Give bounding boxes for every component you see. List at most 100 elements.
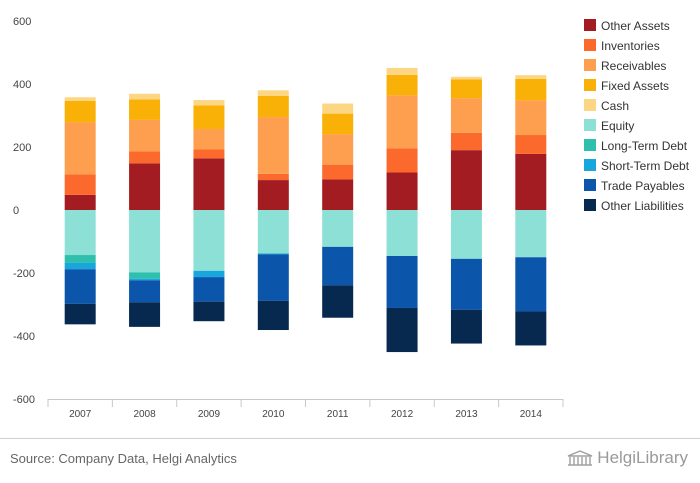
bar-segment-other-liabilities-2011[interactable]	[322, 285, 354, 318]
bar-segment-fixed-assets-2009[interactable]	[193, 105, 225, 130]
legend-label: Other Liabilities	[601, 199, 684, 213]
bar-segment-short-term-debt-2008[interactable]	[129, 278, 161, 281]
bar-segment-other-liabilities-2013[interactable]	[450, 309, 482, 344]
bar-segment-cash-2013[interactable]	[450, 76, 482, 80]
bar-segment-receivables-2013[interactable]	[450, 98, 482, 133]
bar-segment-inventories-2013[interactable]	[450, 132, 482, 151]
bar-segment-receivables-2010[interactable]	[257, 117, 289, 174]
legend-swatch	[584, 139, 596, 151]
bar-segment-other-assets-2008[interactable]	[129, 163, 161, 210]
bar-segment-other-assets-2014[interactable]	[515, 153, 547, 210]
bar-segment-trade-payables-2012[interactable]	[386, 255, 418, 308]
legend-swatch	[584, 119, 596, 131]
bar-segment-trade-payables-2009[interactable]	[193, 277, 225, 302]
legend-swatch	[584, 159, 596, 171]
legend-item-receivables[interactable]: Receivables	[584, 59, 666, 73]
y-tick-label: 0	[13, 205, 19, 217]
legend-item-fixed-assets[interactable]: Fixed Assets	[584, 79, 669, 93]
legend-item-other-liabilities[interactable]: Other Liabilities	[584, 199, 684, 213]
bar-segment-receivables-2012[interactable]	[386, 95, 418, 149]
bar-segment-fixed-assets-2012[interactable]	[386, 74, 418, 96]
bar-segment-other-assets-2007[interactable]	[64, 194, 96, 210]
legend-label: Cash	[601, 99, 629, 113]
bar-segment-other-liabilities-2007[interactable]	[64, 303, 96, 325]
legend-label: Other Assets	[601, 19, 670, 33]
bar-segment-equity-2009[interactable]	[193, 210, 225, 271]
bar-segment-trade-payables-2010[interactable]	[257, 254, 289, 301]
legend-swatch	[584, 199, 596, 211]
bar-segment-cash-2012[interactable]	[386, 67, 418, 75]
y-tick-label: 600	[13, 16, 31, 28]
bar-segment-receivables-2011[interactable]	[322, 134, 354, 165]
brand-logo[interactable]: HelgiLibrary	[567, 448, 688, 468]
bar-segment-equity-2008[interactable]	[129, 210, 161, 273]
bar-segment-cash-2007[interactable]	[64, 97, 96, 102]
bar-segment-inventories-2007[interactable]	[64, 174, 96, 195]
bar-segment-long-term-debt-2008[interactable]	[129, 272, 161, 279]
bar-segment-fixed-assets-2014[interactable]	[515, 78, 547, 101]
bar-segment-inventories-2010[interactable]	[257, 173, 289, 181]
bar-segment-receivables-2008[interactable]	[129, 119, 161, 152]
legend-item-other-assets[interactable]: Other Assets	[584, 19, 670, 33]
bar-segment-equity-2011[interactable]	[322, 210, 354, 247]
legend-item-trade-payables[interactable]: Trade Payables	[584, 179, 685, 193]
bar-segment-fixed-assets-2007[interactable]	[64, 101, 96, 123]
bar-segment-equity-2007[interactable]	[64, 210, 96, 256]
bar-segment-long-term-debt-2007[interactable]	[64, 255, 96, 263]
bar-segment-receivables-2009[interactable]	[193, 129, 225, 150]
bar-segment-fixed-assets-2013[interactable]	[450, 79, 482, 99]
y-tick-label: -600	[13, 394, 35, 406]
bar-segment-other-liabilities-2009[interactable]	[193, 301, 225, 322]
bar-segment-trade-payables-2013[interactable]	[450, 258, 482, 310]
bar-segment-inventories-2011[interactable]	[322, 164, 354, 180]
x-tick-label: 2009	[198, 409, 221, 420]
legend-item-short-term-debt[interactable]: Short-Term Debt	[584, 159, 690, 173]
bar-segment-other-liabilities-2012[interactable]	[386, 307, 418, 353]
bar-segment-cash-2011[interactable]	[322, 103, 354, 114]
bar-segment-cash-2009[interactable]	[193, 100, 225, 106]
bar-segment-other-assets-2013[interactable]	[450, 150, 482, 210]
bar-segment-trade-payables-2007[interactable]	[64, 269, 96, 304]
bar-segment-equity-2012[interactable]	[386, 210, 418, 256]
bar-segment-equity-2014[interactable]	[515, 210, 547, 258]
bar-segment-other-assets-2012[interactable]	[386, 172, 418, 210]
legend-swatch	[584, 179, 596, 191]
bar-segment-short-term-debt-2010[interactable]	[257, 253, 289, 255]
bar-segment-cash-2010[interactable]	[257, 90, 289, 96]
bar-segment-trade-payables-2014[interactable]	[515, 257, 547, 312]
bar-segment-receivables-2007[interactable]	[64, 122, 96, 175]
legend-swatch	[584, 59, 596, 71]
legend: Other Assets Inventories Receivables Fixed …	[584, 19, 690, 213]
bar-segment-fixed-assets-2010[interactable]	[257, 95, 289, 118]
bar-segment-inventories-2014[interactable]	[515, 135, 547, 154]
bar-segment-cash-2008[interactable]	[129, 93, 161, 100]
legend-item-equity[interactable]: Equity	[584, 119, 634, 133]
source-note: Source: Company Data, Helgi Analytics	[10, 451, 237, 466]
bar-segment-short-term-debt-2009[interactable]	[193, 270, 225, 278]
bar-segment-inventories-2009[interactable]	[193, 149, 225, 159]
bar-segment-other-liabilities-2014[interactable]	[515, 311, 547, 346]
bar-segment-trade-payables-2011[interactable]	[322, 246, 354, 286]
bar-segment-other-assets-2011[interactable]	[322, 179, 354, 210]
x-tick-label: 2008	[133, 409, 156, 420]
bar-segment-cash-2014[interactable]	[515, 75, 547, 79]
legend-item-long-term-debt[interactable]: Long-Term Debt	[584, 139, 688, 153]
legend-item-inventories[interactable]: Inventories	[584, 39, 660, 53]
bar-segment-other-liabilities-2010[interactable]	[257, 300, 289, 331]
bar-segment-other-assets-2010[interactable]	[257, 180, 289, 210]
bar-segment-fixed-assets-2008[interactable]	[129, 99, 161, 120]
bar-segment-receivables-2014[interactable]	[515, 100, 547, 136]
footer-divider	[0, 438, 700, 439]
bar-segment-equity-2013[interactable]	[450, 210, 482, 259]
legend-label: Long-Term Debt	[601, 139, 688, 153]
bar-segment-trade-payables-2008[interactable]	[129, 280, 161, 303]
bar-segment-short-term-debt-2007[interactable]	[64, 262, 96, 270]
legend-item-cash[interactable]: Cash	[584, 99, 629, 113]
bar-segment-other-liabilities-2008[interactable]	[129, 302, 161, 327]
bar-segment-inventories-2012[interactable]	[386, 148, 418, 173]
bar-segment-fixed-assets-2011[interactable]	[322, 113, 354, 135]
bar-segment-equity-2010[interactable]	[257, 210, 289, 254]
bar-segment-inventories-2008[interactable]	[129, 151, 161, 164]
bar-segment-other-assets-2009[interactable]	[193, 158, 225, 210]
